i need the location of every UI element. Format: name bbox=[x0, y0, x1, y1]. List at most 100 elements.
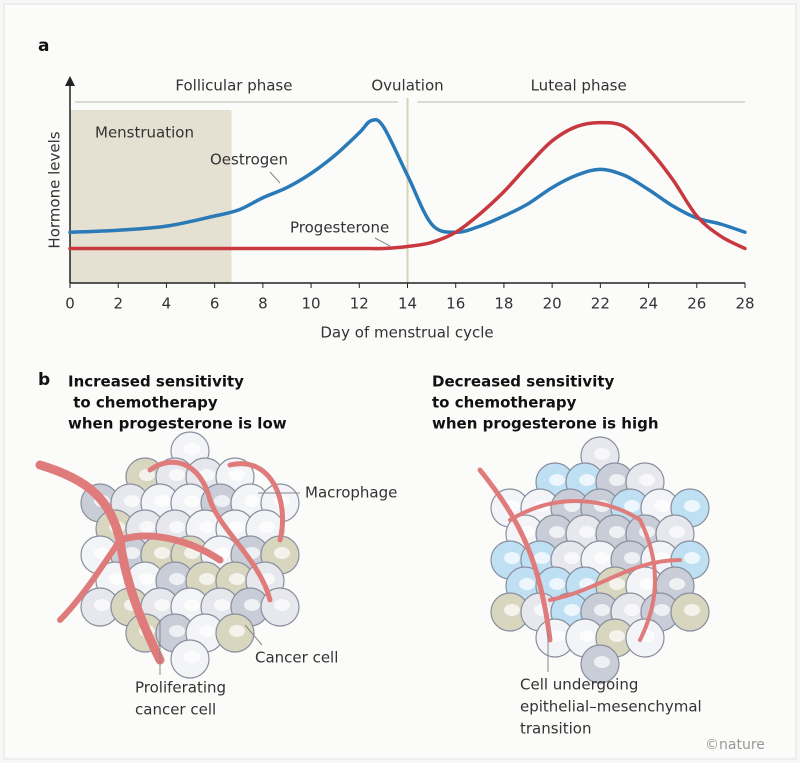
x-tick-label: 14 bbox=[398, 295, 417, 313]
hormone-curve bbox=[68, 120, 747, 251]
x-tick-label: 28 bbox=[735, 295, 754, 313]
nucleus bbox=[169, 625, 185, 637]
x-tick-label: 4 bbox=[162, 295, 172, 313]
panel-label: b bbox=[38, 370, 50, 390]
vessel bbox=[508, 499, 642, 522]
nucleus bbox=[229, 625, 245, 637]
nucleus bbox=[519, 578, 535, 590]
nucleus bbox=[534, 552, 550, 564]
nucleus bbox=[109, 573, 125, 585]
nucleus bbox=[654, 604, 670, 616]
nucleus bbox=[184, 599, 200, 611]
nucleus bbox=[139, 521, 155, 533]
vessels bbox=[35, 459, 682, 665]
x-tick-label: 12 bbox=[350, 295, 369, 313]
label: Proliferating bbox=[135, 679, 226, 697]
nucleus bbox=[624, 552, 640, 564]
x-tick-label: 18 bbox=[494, 295, 513, 313]
nucleus bbox=[594, 656, 610, 668]
phase-label: Follicular phase bbox=[175, 77, 292, 95]
vessel bbox=[57, 537, 123, 623]
nucleus bbox=[684, 604, 700, 616]
nucleus bbox=[94, 599, 110, 611]
nucleus bbox=[229, 469, 245, 481]
nucleus bbox=[214, 599, 230, 611]
nucleus bbox=[609, 578, 625, 590]
nucleus bbox=[229, 573, 245, 585]
nucleus bbox=[244, 495, 260, 507]
plot: Menstruation Follicular phase Luteal phase… bbox=[65, 76, 755, 313]
title-line: Decreased sensitivity bbox=[432, 373, 615, 391]
label: epithelial–mesenchymal bbox=[520, 698, 702, 716]
leader-line bbox=[374, 237, 391, 247]
series-label: Progesterone bbox=[290, 219, 389, 237]
nucleus bbox=[184, 495, 200, 507]
nucleus bbox=[669, 578, 685, 590]
vessel bbox=[638, 518, 657, 642]
illustrations bbox=[80, 431, 710, 684]
vessel bbox=[477, 467, 553, 643]
nucleus bbox=[504, 552, 520, 564]
nucleus bbox=[579, 630, 595, 642]
nucleus bbox=[169, 521, 185, 533]
panel-label: a bbox=[38, 36, 49, 56]
x-tick-label: 24 bbox=[639, 295, 658, 313]
x-tick-label: 26 bbox=[687, 295, 706, 313]
title-line: to chemotherapy bbox=[68, 394, 218, 412]
nucleus bbox=[259, 521, 275, 533]
x-tick-label: 10 bbox=[302, 295, 321, 313]
title-line: when progesterone is high bbox=[432, 415, 659, 433]
label: Cell undergoing bbox=[520, 676, 638, 694]
nucleus bbox=[549, 526, 565, 538]
nucleus bbox=[549, 474, 565, 486]
leader-line bbox=[269, 171, 281, 184]
nucleus bbox=[609, 474, 625, 486]
nucleus bbox=[124, 547, 140, 559]
label: Macrophage bbox=[305, 484, 397, 502]
nucleus bbox=[594, 448, 610, 460]
nucleus bbox=[594, 552, 610, 564]
nucleus bbox=[154, 547, 170, 559]
x-tick-label: 8 bbox=[258, 295, 268, 313]
nucleus bbox=[564, 604, 580, 616]
nucleus bbox=[579, 526, 595, 538]
nucleus bbox=[684, 552, 700, 564]
nucleus bbox=[244, 599, 260, 611]
title-line: when progesterone is low bbox=[68, 415, 287, 433]
nucleus bbox=[609, 630, 625, 642]
nucleus bbox=[684, 500, 700, 512]
nucleus bbox=[169, 573, 185, 585]
nucleus bbox=[549, 578, 565, 590]
nucleus bbox=[639, 474, 655, 486]
nucleus bbox=[504, 604, 520, 616]
nucleus bbox=[549, 630, 565, 642]
vessel bbox=[548, 558, 682, 602]
nucleus bbox=[199, 625, 215, 637]
nucleus bbox=[654, 500, 670, 512]
nucleus bbox=[624, 604, 640, 616]
title-line: to chemotherapy bbox=[432, 394, 577, 412]
nucleus bbox=[154, 599, 170, 611]
hormone-curve bbox=[68, 117, 747, 235]
vessel bbox=[227, 461, 286, 543]
nucleus bbox=[639, 578, 655, 590]
label: Cancer cell bbox=[255, 649, 338, 667]
nucleus bbox=[594, 604, 610, 616]
x-tick-label: 2 bbox=[113, 295, 123, 313]
x-tick-label: 6 bbox=[210, 295, 220, 313]
shaded-region bbox=[70, 110, 232, 283]
nucleus bbox=[199, 573, 215, 585]
x-axis-label: Day of menstrual cycle bbox=[320, 324, 493, 342]
label: transition bbox=[520, 720, 591, 738]
y-axis-label: Hormone levels bbox=[46, 131, 64, 248]
vessel bbox=[147, 459, 273, 603]
phase-label: Luteal phase bbox=[531, 77, 627, 95]
nucleus bbox=[124, 495, 140, 507]
label: cancer cell bbox=[135, 701, 216, 719]
x-tick-label: 22 bbox=[591, 295, 610, 313]
nucleus bbox=[229, 521, 245, 533]
nucleus bbox=[579, 474, 595, 486]
nucleus bbox=[624, 500, 640, 512]
x-tick-label: 0 bbox=[65, 295, 75, 313]
